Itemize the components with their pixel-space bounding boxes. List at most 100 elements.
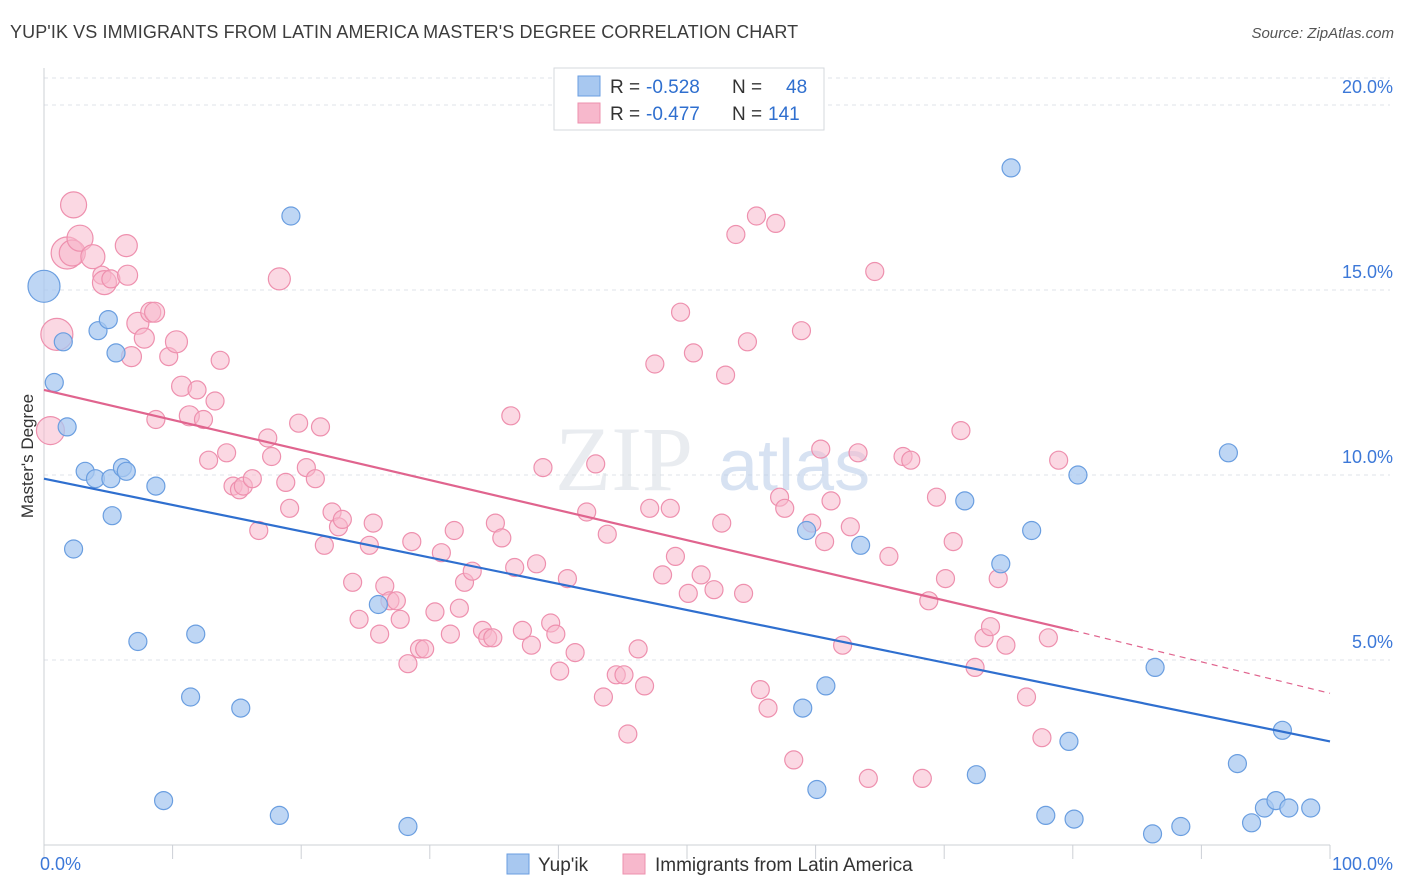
latin-point-90	[634, 676, 655, 696]
latin-point-45	[332, 509, 352, 530]
latin-point-122	[865, 261, 885, 282]
latin-point-31	[242, 469, 262, 489]
latin-point-104	[733, 583, 754, 604]
latin-point-60	[431, 543, 451, 563]
latin-point-81	[565, 642, 585, 663]
latin-point-68	[483, 628, 503, 648]
yupik-point-35	[1059, 731, 1079, 752]
latin-point-89	[628, 639, 648, 659]
latin-point-54	[390, 609, 410, 629]
latin-point-126	[912, 768, 932, 789]
latin-point-34	[262, 446, 282, 467]
latin-point-97	[678, 583, 698, 604]
latin-point-40	[305, 469, 325, 489]
latin-point-138	[1032, 728, 1052, 748]
latin-point-6	[80, 244, 106, 270]
stats-legend: R = -0.528 N = 48 R = -0.477 N = 141	[553, 67, 825, 131]
yupik-point-46	[1142, 824, 1163, 844]
yupik-point-7	[98, 310, 118, 330]
latin-point-41	[310, 417, 331, 437]
latin-point-121	[858, 768, 878, 789]
gridlines	[44, 77, 1390, 661]
trend-lines	[43, 388, 1331, 743]
latin-point-16	[143, 301, 166, 323]
yupik-point-13	[63, 539, 84, 559]
latin-point-118	[833, 635, 853, 655]
latin-point-56	[402, 531, 422, 552]
latin-point-120	[848, 443, 868, 463]
latin-point-134	[980, 617, 1001, 637]
yupik-point-17	[153, 790, 174, 811]
latin-point-50	[370, 624, 390, 644]
latin-point-123	[879, 546, 899, 567]
yupik-point-40	[1227, 753, 1248, 774]
yupik-point-14	[128, 631, 148, 652]
latin-point-103	[726, 224, 746, 245]
latin-point-108	[758, 698, 778, 718]
latin-point-75	[526, 554, 547, 574]
latin-point-62	[444, 520, 464, 541]
latin-point-101	[712, 513, 732, 533]
bottom-legend-swatch-yupik	[506, 853, 530, 875]
latin-point-47	[349, 609, 369, 629]
latin-point-17	[146, 409, 166, 430]
latin-point-59	[425, 602, 445, 622]
yupik-point-45	[1301, 798, 1321, 818]
latin-point-27	[217, 443, 237, 463]
chart-title: YUP'IK VS IMMIGRANTS FROM LATIN AMERICA …	[10, 22, 799, 42]
latin-point-106	[746, 206, 767, 226]
latin-point-74	[521, 635, 541, 655]
latin-point-87	[614, 665, 634, 685]
legend-r-value-yupik: -0.528	[646, 77, 700, 98]
latin-point-94	[660, 498, 680, 518]
legend-r-label-latin: R =	[610, 104, 645, 125]
trend-line-latin	[43, 388, 1074, 632]
latin-point-88	[618, 724, 638, 744]
yupik-point-25	[851, 535, 871, 555]
latin-point-5	[66, 224, 94, 252]
watermark-zip: ZIP	[555, 408, 693, 510]
yupik-point-32	[1001, 158, 1021, 178]
latin-point-125	[901, 450, 921, 470]
yupik-point-30	[966, 765, 986, 785]
yupik-point-16	[181, 687, 201, 707]
latin-point-61	[440, 624, 460, 644]
latin-point-55	[398, 654, 418, 674]
latin-point-73	[512, 620, 532, 641]
trend-line-yupik	[43, 477, 1331, 743]
latin-point-49	[363, 513, 383, 533]
yupik-point-9	[102, 506, 122, 526]
latin-point-136	[996, 635, 1016, 655]
series-legend: Yup'ik Immigrants from Latin America	[506, 853, 913, 876]
legend-swatch-latin	[577, 102, 601, 124]
yupik-point-12	[116, 461, 136, 481]
latin-point-137	[1016, 687, 1037, 707]
legend-swatch-yupik	[577, 75, 601, 97]
x-tick-marks	[43, 845, 1331, 859]
latin-point-36	[276, 472, 296, 492]
latin-point-24	[199, 450, 219, 470]
latin-point-115	[811, 439, 831, 459]
latin-point-35	[267, 267, 291, 291]
yupik-point-33	[1022, 520, 1042, 541]
watermark-atlas: atlas	[718, 426, 870, 506]
latin-point-53	[386, 591, 406, 611]
yupik-point-19	[231, 698, 251, 718]
y-tick-label-2: 15.0%	[1342, 262, 1393, 282]
yupik-point-29	[955, 491, 975, 511]
legend-n-label-yupik: N =	[732, 77, 767, 98]
latin-point-128	[926, 487, 947, 507]
yupik-point-48	[1241, 813, 1262, 833]
latin-point-26	[210, 350, 230, 370]
latin-point-14	[133, 327, 155, 349]
latin-point-10	[116, 264, 139, 286]
yupik-point-47	[1171, 816, 1191, 837]
yupik-point-23	[398, 816, 418, 837]
latin-point-112	[784, 750, 804, 770]
latin-point-117	[821, 491, 841, 511]
x-tick-label-min: 0.0%	[40, 854, 81, 874]
yupik-point-26	[816, 676, 836, 696]
latin-point-102	[715, 365, 736, 385]
latin-point-95	[665, 546, 686, 567]
yupik-point-37	[1064, 809, 1084, 829]
